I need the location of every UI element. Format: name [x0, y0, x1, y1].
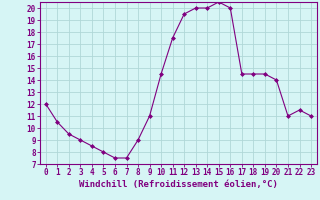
X-axis label: Windchill (Refroidissement éolien,°C): Windchill (Refroidissement éolien,°C) — [79, 180, 278, 189]
